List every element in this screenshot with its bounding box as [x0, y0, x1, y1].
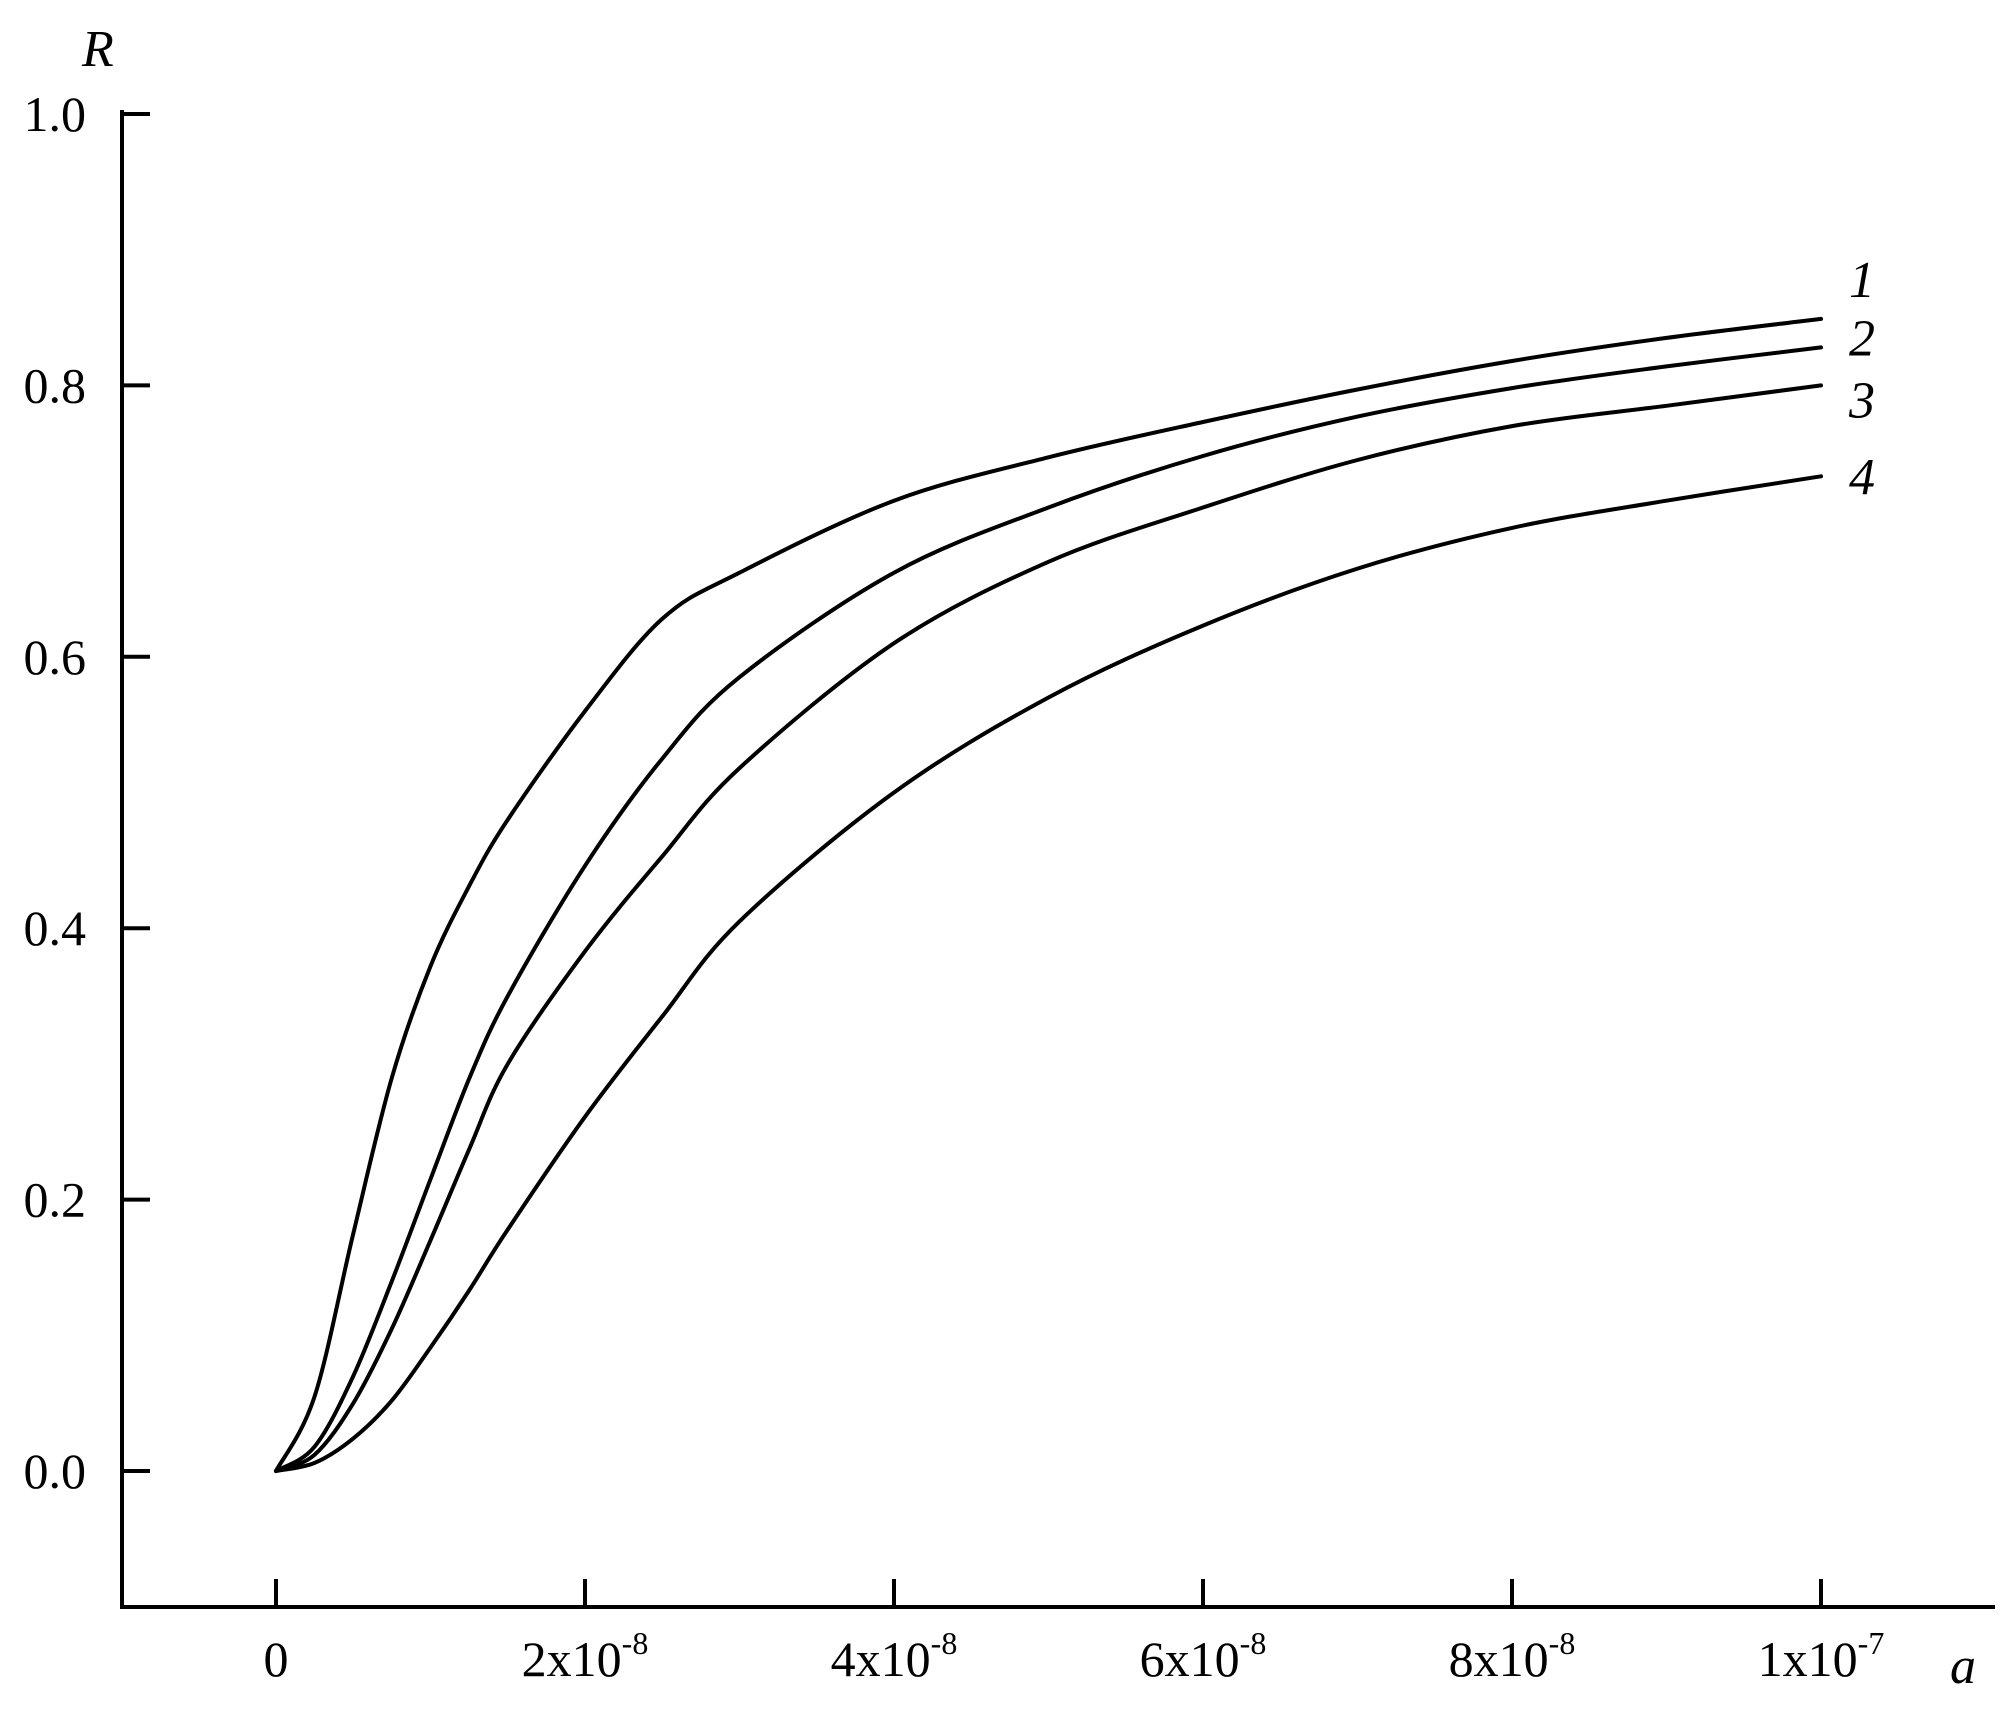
x-tick-exponent: -8	[1549, 1625, 1576, 1661]
axes	[120, 110, 1995, 1609]
x-tick-label: 2x10-8	[522, 1625, 649, 1687]
series-lines	[274, 316, 1823, 1473]
y-tick-label: 0.0	[24, 1443, 87, 1499]
series-label-4: 4	[1849, 449, 1875, 506]
x-tick-label: 6x10-8	[1140, 1625, 1267, 1687]
x-tick-mantissa: 0	[264, 1631, 289, 1687]
y-tick-label: 0.8	[24, 357, 87, 413]
x-tick-exponent: -8	[1240, 1625, 1267, 1661]
x-tick-mantissa: 2x10	[522, 1631, 622, 1687]
x-tick-exponent: -7	[1858, 1625, 1885, 1661]
series-label-1: 1	[1849, 252, 1875, 309]
series-label-3: 3	[1848, 372, 1875, 429]
y-tick-label: 1.0	[24, 86, 87, 142]
x-tick-label: 4x10-8	[831, 1625, 958, 1687]
x-tick-mantissa: 4x10	[831, 1631, 931, 1687]
y-tick-label: 0.6	[24, 629, 87, 685]
x-tick-mantissa: 6x10	[1140, 1631, 1240, 1687]
series-labels: 123 4	[1848, 252, 1875, 506]
series-line-2	[274, 345, 1823, 1473]
series-label-2: 2	[1849, 310, 1875, 367]
x-ticks: 0 2x10-8 4x10-8 6x10-8 8x10-8 1x10-7	[264, 1579, 1885, 1687]
x-tick-label: 0	[264, 1631, 289, 1687]
x-tick-exponent: -8	[622, 1625, 649, 1661]
series-line-3	[274, 383, 1823, 1473]
x-tick-mantissa: 8x10	[1449, 1631, 1549, 1687]
x-tick-label: 8x10-8	[1449, 1625, 1576, 1687]
series-line-1	[274, 316, 1823, 1473]
x-tick-mantissa: 1x10	[1758, 1631, 1858, 1687]
x-axis-title: a	[1950, 1638, 1976, 1695]
x-tick-exponent: -8	[931, 1625, 958, 1661]
series-line-4	[274, 474, 1823, 1473]
y-axis-title: R	[81, 21, 114, 78]
y-tick-label: 0.2	[24, 1172, 87, 1228]
y-tick-label: 0.4	[24, 900, 87, 956]
x-tick-label: 1x10-7	[1758, 1625, 1885, 1687]
y-ticks: 0.0 0.2 0.4 0.6 0.8 1.0	[24, 86, 150, 1499]
